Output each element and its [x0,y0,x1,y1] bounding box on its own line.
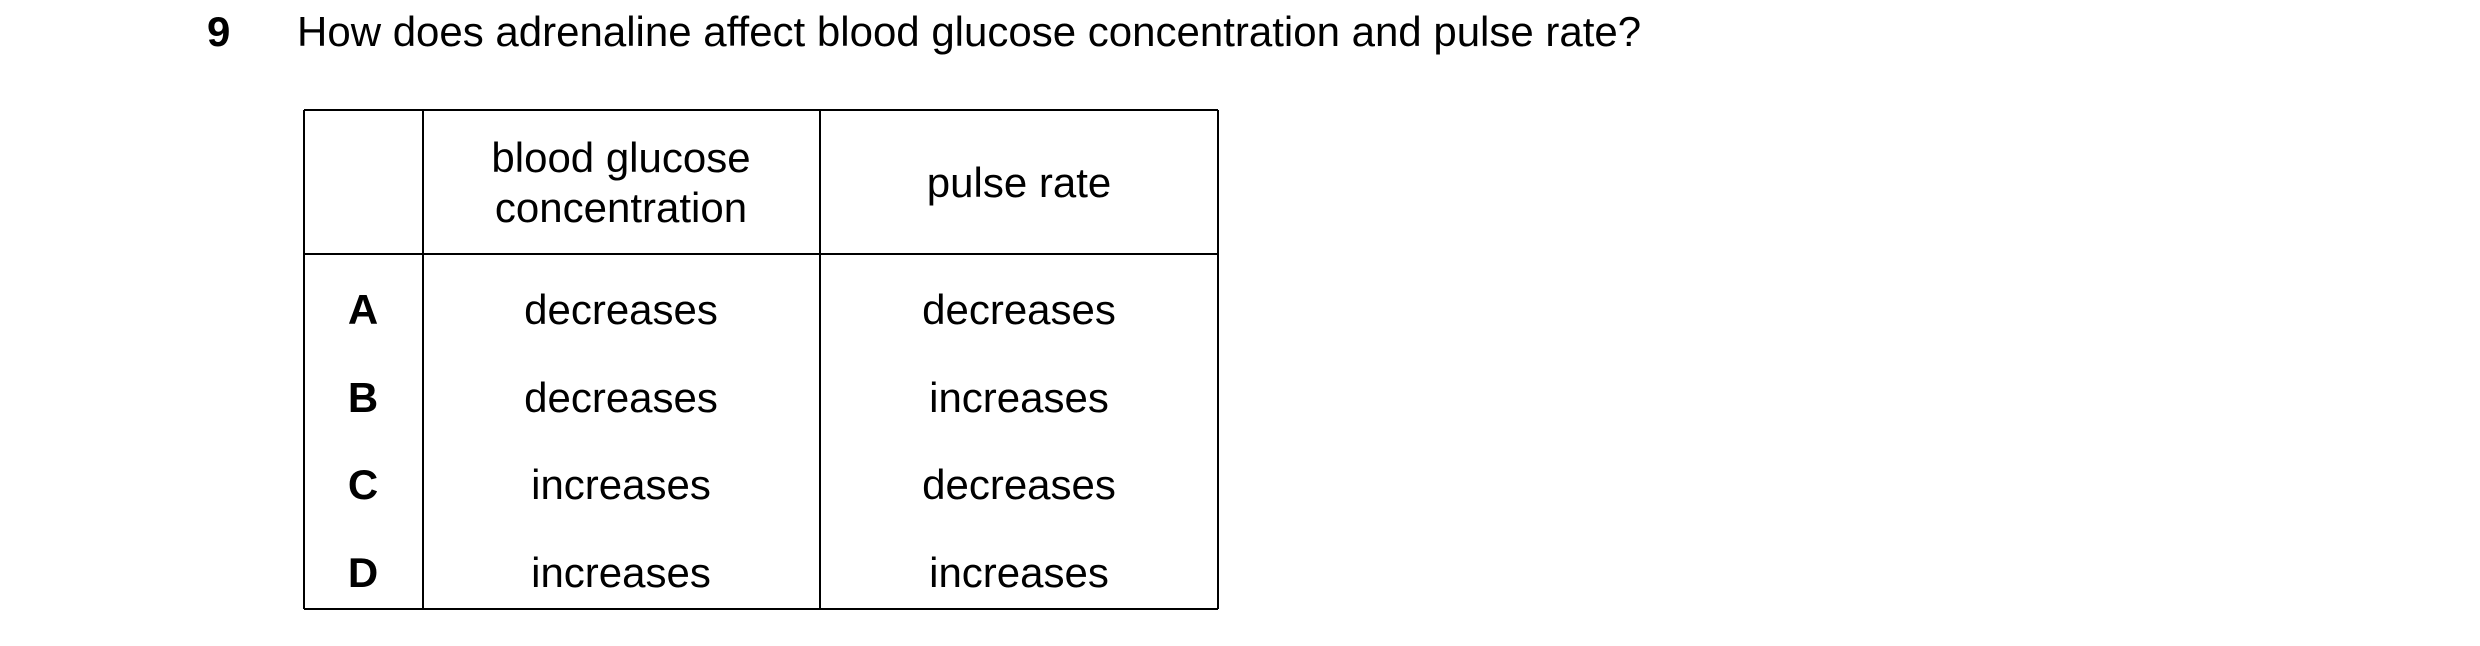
question-number: 9 [207,8,231,55]
table-cell: increases [929,373,1109,421]
header-cell: pulse rate [926,159,1112,206]
option-label: A [347,286,379,333]
option-label: D [347,548,379,596]
option-label: B [347,373,379,421]
table-cell: increases [531,548,711,596]
table-cell: decreases [922,286,1116,333]
table-cell: increases [531,461,711,508]
table-cell: decreases [524,373,718,421]
question-text: How does adrenaline affect blood glucose… [297,8,1642,55]
header-cell: blood glucose concentration [491,134,751,231]
option-label: C [347,461,379,508]
table-cell: decreases [922,461,1116,508]
table-cell: increases [929,548,1109,596]
table-cell: decreases [524,286,718,333]
